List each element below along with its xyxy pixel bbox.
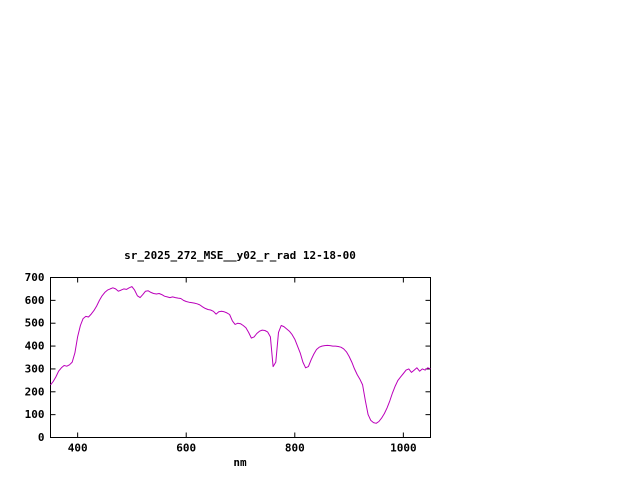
y-axis-tick-label: 100 bbox=[25, 408, 45, 421]
x-axis-label: nm bbox=[233, 456, 247, 469]
x-axis-tick-label: 800 bbox=[285, 442, 305, 455]
y-axis-tick-label: 400 bbox=[25, 340, 45, 353]
y-axis-tick-label: 200 bbox=[25, 385, 45, 398]
y-axis-tick-label: 500 bbox=[25, 317, 45, 330]
x-axis-tick-label: 400 bbox=[68, 442, 88, 455]
plot-border bbox=[50, 277, 431, 438]
y-axis-tick-label: 0 bbox=[38, 431, 45, 444]
y-axis-tick-label: 700 bbox=[25, 271, 45, 284]
y-axis-tick-label: 600 bbox=[25, 294, 45, 307]
x-axis-tick-label: 600 bbox=[176, 442, 196, 455]
y-axis-tick-label: 300 bbox=[25, 362, 45, 375]
chart-title: sr_2025_272_MSE__y02_r_rad 12-18-00 bbox=[124, 249, 356, 262]
data-line bbox=[50, 286, 431, 424]
x-axis-tick-label: 1000 bbox=[390, 442, 417, 455]
